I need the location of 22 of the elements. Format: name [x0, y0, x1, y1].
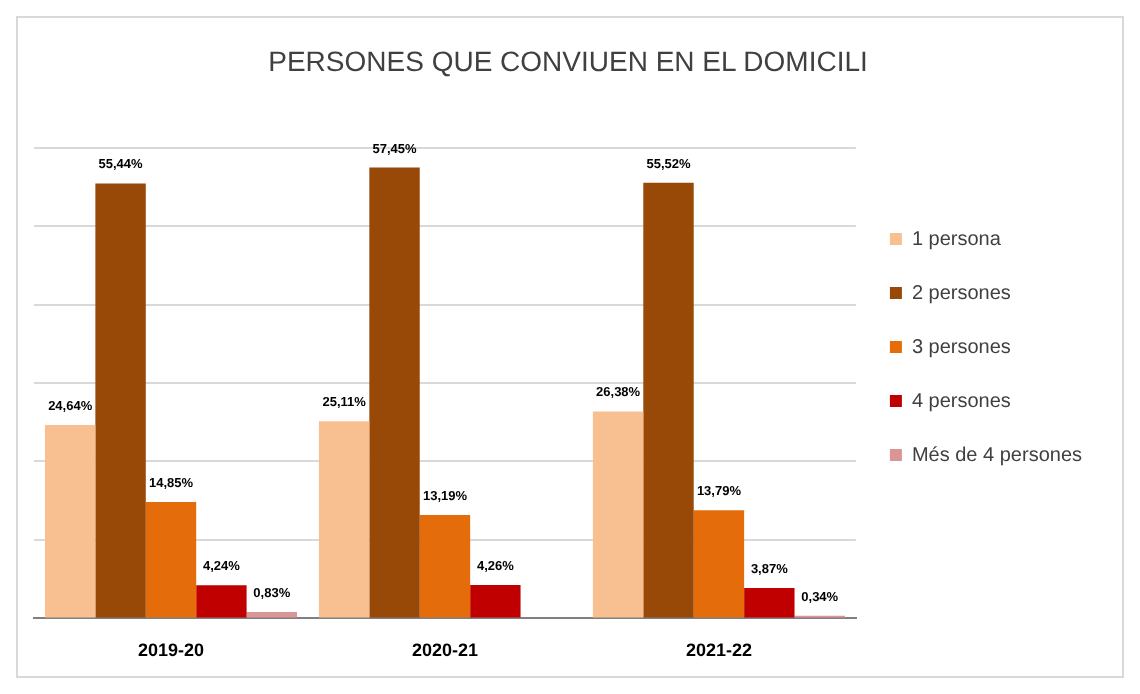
- x-tick-label: 2021-22: [685, 640, 752, 661]
- bar: [592, 411, 644, 618]
- bar: [145, 501, 197, 618]
- bar: [744, 588, 795, 618]
- bar: [369, 167, 420, 618]
- bar: [196, 585, 247, 618]
- chart-title: PERSONES QUE CONVIUEN EN EL DOMICILI: [268, 44, 868, 77]
- x-tick-label: 2020-21: [411, 640, 478, 661]
- bar: [44, 425, 96, 618]
- bar: [246, 611, 298, 618]
- legend-label: Més de 4 persones: [911, 444, 1083, 467]
- legend-label: 4 persones: [911, 390, 1011, 413]
- legend-label: 3 persones: [911, 336, 1011, 359]
- bar: [419, 514, 471, 618]
- x-tick-label: 2019-20: [137, 640, 205, 661]
- bar: [470, 584, 521, 618]
- legend-label: 1 persona: [911, 228, 1002, 251]
- bar: [693, 510, 745, 618]
- bar: [95, 183, 146, 618]
- bar: [318, 421, 370, 618]
- bar: [643, 182, 694, 618]
- legend-label: 2 persones: [911, 282, 1011, 305]
